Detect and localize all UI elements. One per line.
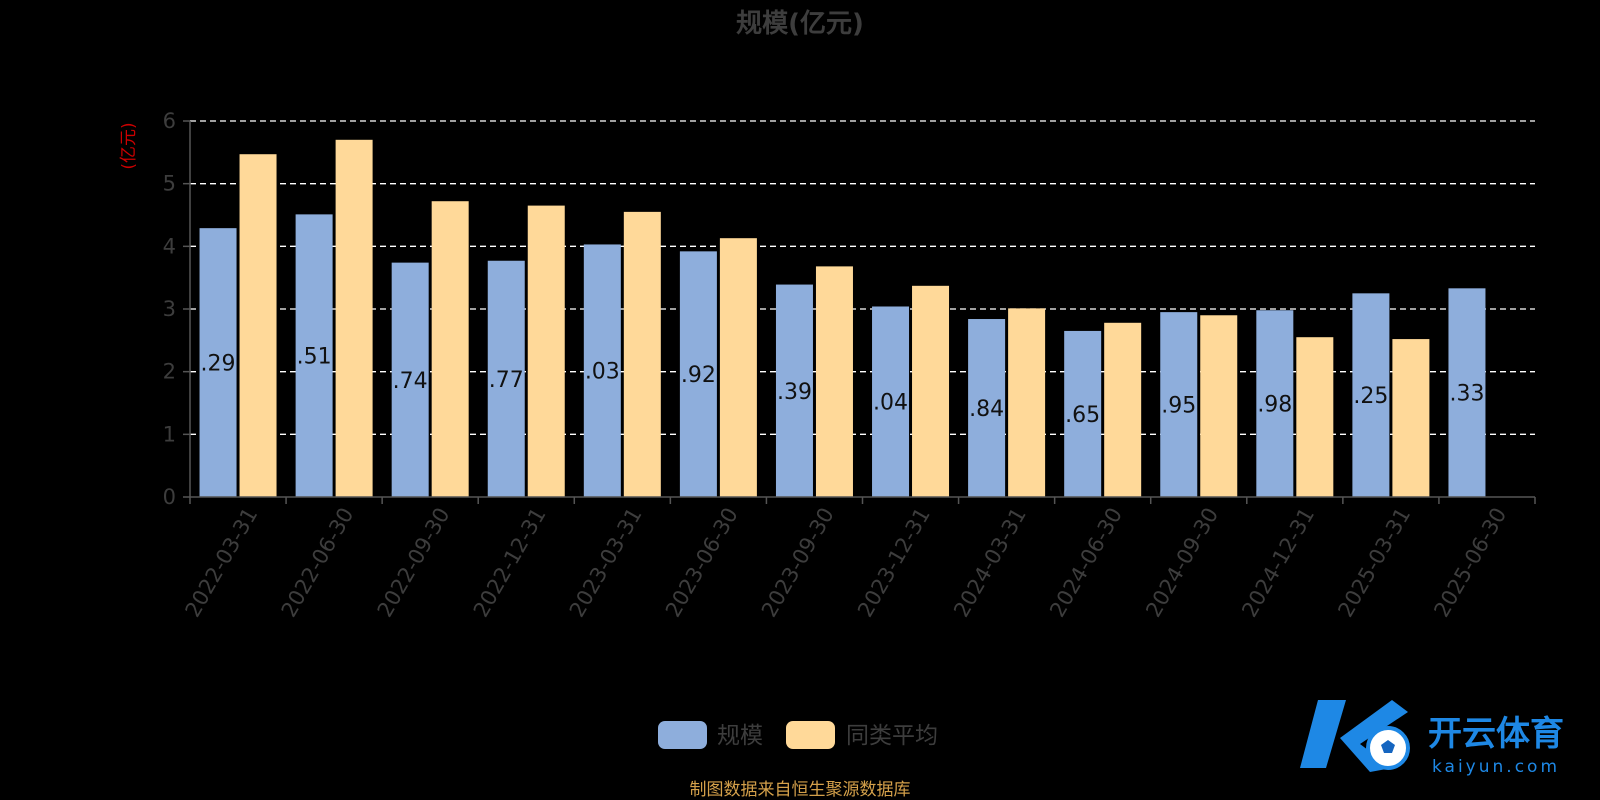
bar-scale [199, 228, 237, 497]
bar-data-label: .77 [489, 368, 524, 393]
x-axis: 2022-03-31 2022-06-30 2022-09-30 2022-12-31… [181, 496, 1536, 622]
y-tick-label: 6 [163, 109, 176, 133]
bar-peer-average [623, 211, 661, 497]
bar-scale [583, 244, 621, 497]
bar-peer-average [1104, 322, 1142, 497]
x-tick-label: 2024-09-30 [1141, 504, 1223, 622]
bar-data-label: .03 [585, 360, 620, 385]
x-tick-label: 2025-03-31 [1333, 504, 1415, 622]
x-tick-label: 2023-09-30 [757, 504, 839, 622]
x-tick-label: 2024-03-31 [949, 504, 1031, 622]
bar-peer-average [815, 266, 853, 497]
bar-data-label: .84 [969, 397, 1004, 422]
legend-swatch-scale[interactable] [658, 721, 707, 749]
bar-peer-average [1200, 315, 1238, 497]
legend-label-peer-average[interactable]: 同类平均 [846, 723, 938, 749]
bar-data-label: .95 [1161, 394, 1196, 419]
y-axis-unit: (亿元) [119, 122, 139, 169]
bar-scale [872, 306, 910, 497]
bar-peer-average [912, 285, 950, 497]
bar-scale [1448, 288, 1486, 497]
x-tick-label: 2023-06-30 [661, 504, 743, 622]
bar-peer-average [719, 238, 757, 498]
bars: .29 .51 .74 .77 .03 .92 .39 .04 .84 .65 .95 .98 .25.… [199, 139, 1486, 498]
bar-peer-average [239, 154, 277, 498]
legend[interactable]: 规模 同类平均 [658, 721, 938, 749]
bar-data-label: .29 [201, 352, 236, 377]
source-note: 制图数据来自恒生聚源数据库 [690, 780, 911, 800]
bar-scale [391, 262, 429, 497]
chart-title: 规模(亿元) [736, 9, 864, 39]
y-tick-label: 1 [163, 422, 176, 446]
bar-data-label: .04 [873, 391, 908, 416]
logo-k-icon [1300, 700, 1408, 772]
watermark-brand: 开云体育 [1428, 714, 1564, 754]
bar-peer-average [1008, 308, 1046, 497]
x-tick-label: 2024-06-30 [1045, 504, 1127, 622]
bar-data-label: .92 [681, 363, 716, 388]
bar-scale [1064, 330, 1102, 497]
x-tick-label: 2023-03-31 [565, 504, 647, 622]
bar-scale [775, 284, 813, 497]
bar-peer-average [335, 139, 373, 498]
bar-scale [295, 214, 333, 497]
bar-data-label: .39 [777, 380, 812, 405]
bar-data-label: .98 [1257, 393, 1292, 418]
soccer-ball-patch [1381, 740, 1395, 753]
bar-scale [1160, 312, 1198, 497]
watermark-url: kaiyun.com [1432, 757, 1560, 777]
x-tick-label: 2022-03-31 [181, 504, 263, 622]
y-tick-label: 3 [163, 297, 176, 321]
bar-peer-average [1296, 337, 1334, 497]
x-tick-label: 2024-12-31 [1237, 504, 1319, 622]
bar-peer-average [431, 201, 469, 498]
bar-peer-average [1392, 339, 1430, 497]
y-tick-label: 4 [163, 234, 176, 258]
bar-scale [1352, 293, 1390, 497]
bar-scale [1256, 310, 1294, 497]
bar-data-label: .25 [1353, 384, 1388, 409]
x-tick-label: 2025-06-30 [1429, 504, 1511, 622]
x-tick-label: 2022-06-30 [277, 504, 359, 622]
x-tick-label: 2022-09-30 [373, 504, 455, 622]
y-tick-label: 2 [163, 360, 176, 384]
bar-peer-average [527, 205, 565, 497]
bar-scale [487, 260, 525, 497]
bar-scale [679, 251, 717, 497]
legend-label-scale[interactable]: 规模 [717, 723, 763, 749]
x-tick-label: 2022-12-31 [469, 504, 551, 622]
bar-data-label: .65 [1065, 403, 1100, 428]
x-tick-label: 2023-12-31 [853, 503, 935, 621]
bar-scale [968, 319, 1006, 497]
bar-data-label: .74 [393, 369, 428, 394]
bar-data-label: .33 [1449, 382, 1484, 407]
y-tick-label: 0 [163, 485, 176, 509]
watermark-logo: 开云体育 kaiyun.com [1300, 700, 1564, 777]
bar-data-label: .51 [297, 345, 332, 370]
y-axis: 0 1 2 3 4 5 6 [163, 109, 191, 509]
y-tick-label: 5 [163, 172, 176, 196]
legend-swatch-peer-average[interactable] [786, 721, 835, 749]
